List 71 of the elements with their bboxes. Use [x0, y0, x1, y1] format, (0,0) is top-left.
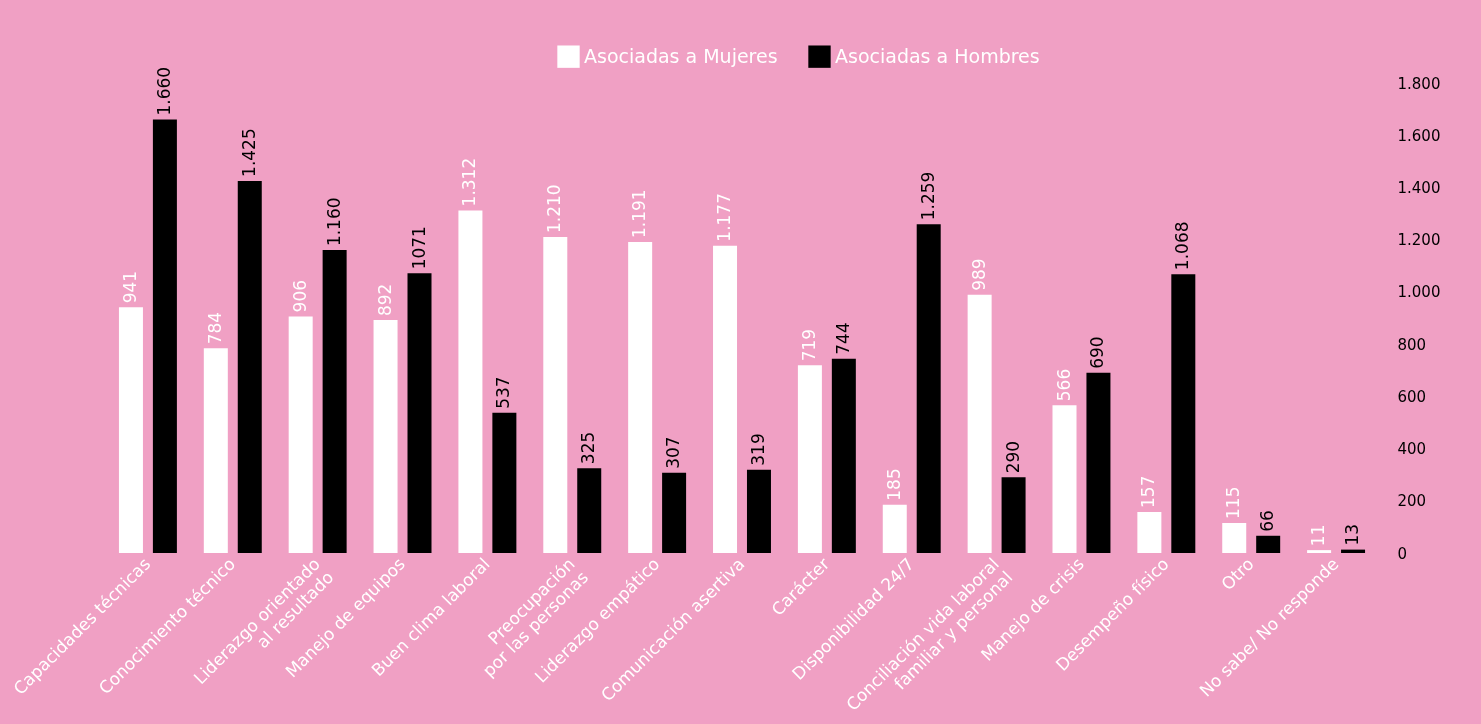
bar	[373, 320, 398, 553]
data-label: 892	[374, 283, 395, 317]
bar	[1001, 477, 1026, 553]
data-label: 307	[663, 436, 684, 469]
bar	[322, 250, 347, 553]
bar	[1052, 405, 1077, 553]
data-label: 744	[832, 322, 853, 355]
bar	[713, 245, 738, 553]
bar	[882, 504, 907, 553]
y-tick-label: 0	[1397, 544, 1408, 563]
data-label: 1.210	[544, 184, 565, 234]
bar	[458, 210, 483, 553]
bar	[967, 294, 992, 553]
data-label: 1071	[408, 226, 429, 270]
data-label: 185	[883, 468, 904, 501]
data-label: 1.191	[629, 189, 650, 239]
bar	[543, 237, 568, 553]
y-tick-label: 1.600	[1397, 126, 1441, 145]
bar	[916, 224, 941, 553]
bar	[831, 358, 856, 553]
bar	[1222, 522, 1247, 553]
legend-label: Asociadas a Mujeres	[584, 44, 778, 67]
y-tick-label: 600	[1397, 387, 1427, 406]
bar	[1171, 274, 1196, 553]
data-label: 319	[747, 433, 768, 466]
data-label: 906	[289, 279, 310, 313]
y-tick-label: 800	[1397, 335, 1427, 354]
bar	[628, 242, 653, 553]
data-label: 1.425	[238, 128, 259, 177]
data-label: 11	[1308, 524, 1329, 547]
data-label: 719	[798, 328, 819, 362]
bar	[797, 365, 822, 553]
bar	[1307, 550, 1332, 553]
y-tick-label: 400	[1397, 440, 1427, 459]
y-tick-label: 1.400	[1397, 178, 1441, 197]
data-label: 115	[1223, 486, 1244, 519]
bar	[746, 469, 771, 553]
data-label: 1.660	[153, 66, 174, 116]
data-label: 690	[1087, 336, 1108, 369]
bar	[577, 468, 602, 553]
data-label: 1.259	[917, 171, 938, 221]
bar	[152, 119, 177, 553]
bar	[662, 472, 687, 553]
bar	[1086, 372, 1111, 553]
bar	[118, 307, 143, 553]
bar	[288, 316, 313, 553]
data-label: 566	[1053, 368, 1074, 402]
data-label: 1.068	[1172, 221, 1193, 271]
legend-label: Asociadas a Hombres	[835, 44, 1040, 67]
data-label: 325	[578, 431, 599, 465]
data-label: 784	[204, 311, 225, 345]
bar	[492, 412, 517, 553]
data-label: 290	[1002, 440, 1023, 474]
data-label: 1.312	[459, 157, 480, 207]
y-tick-label: 200	[1397, 492, 1427, 511]
bar	[203, 348, 228, 553]
data-label: 537	[493, 376, 514, 409]
y-tick-label: 1.800	[1397, 74, 1441, 93]
bar	[237, 180, 262, 553]
data-label: 157	[1138, 475, 1159, 509]
data-label: 941	[119, 270, 140, 304]
data-label: 989	[968, 258, 989, 291]
bar	[1256, 535, 1281, 553]
data-label: 66	[1257, 510, 1278, 532]
bar	[407, 273, 432, 553]
data-label: 13	[1342, 523, 1363, 546]
y-tick-label: 1.200	[1397, 231, 1441, 250]
data-label: 1.160	[323, 197, 344, 247]
data-label: 1.177	[714, 193, 735, 242]
y-tick-label: 1.000	[1397, 283, 1441, 302]
bar	[1137, 512, 1162, 553]
